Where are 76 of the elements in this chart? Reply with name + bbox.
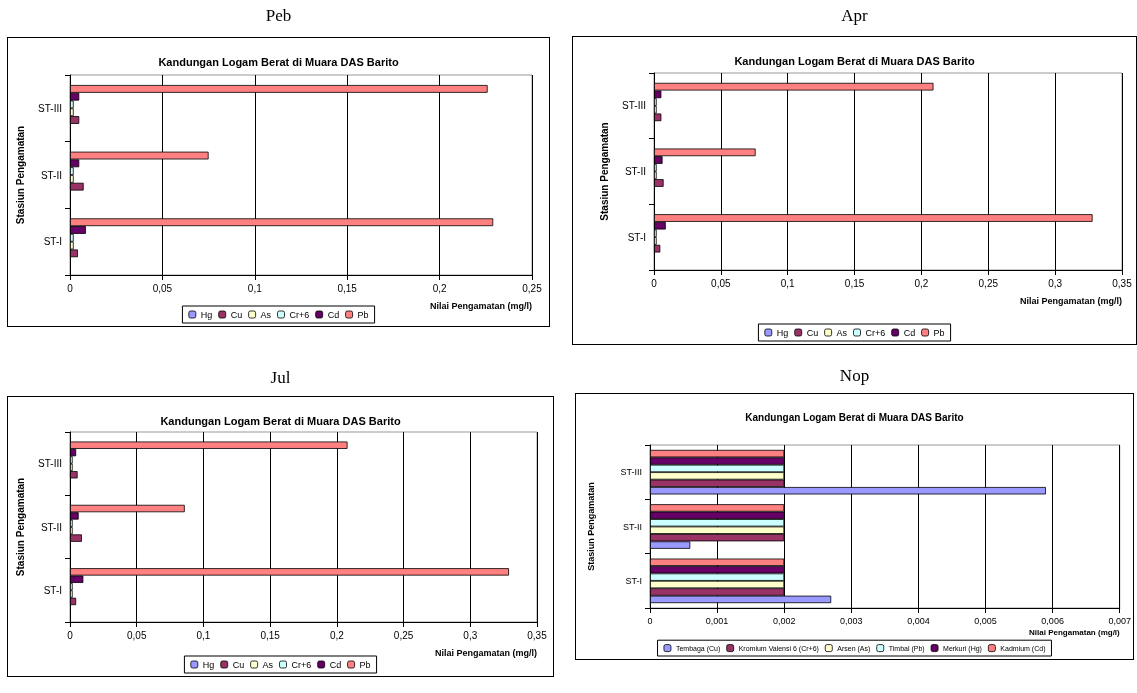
x-tick-label: 0,05 <box>711 277 732 289</box>
x-axis-title: Nilai Pengamatan (mg/l) <box>1029 627 1121 637</box>
x-tick-label: 0,15 <box>844 277 865 289</box>
chart-subtitle: Kandungan Logam Berat di Muara DAS Barito <box>158 55 399 68</box>
y-tick-label: ST-I <box>43 584 62 596</box>
x-tick-label: 0,3 <box>463 629 478 641</box>
legend-label: Pb <box>357 309 369 320</box>
y-tick-label: ST-II <box>40 169 62 181</box>
legend-label: Pb <box>359 659 371 670</box>
chart-title: Nop <box>839 366 870 385</box>
x-tick-label: 0,2 <box>432 282 447 294</box>
y-axis-title: Stasiun Pengamatan <box>585 482 596 571</box>
legend-label: Cd <box>329 659 342 670</box>
x-tick-label: 0,25 <box>393 629 414 641</box>
y-tick-label: ST-III <box>38 458 62 470</box>
x-tick-label: 0,005 <box>974 615 997 626</box>
x-tick-label: 0,003 <box>840 615 863 626</box>
chart-subtitle: Kandungan Logam Berat di Muara DAS Barito <box>160 414 401 427</box>
x-tick-label: 0,15 <box>260 629 281 641</box>
chart-subtitle: Kandungan Logam Berat di Muara DAS Barito <box>734 54 975 67</box>
x-tick-label: 0,05 <box>152 282 173 294</box>
chart-title: Peb <box>265 6 292 25</box>
legend-label: As <box>262 659 274 670</box>
x-tick-label: 0,004 <box>907 615 930 626</box>
x-tick-label: 0,006 <box>1041 615 1064 626</box>
legend-label: Cu <box>230 309 243 320</box>
legend-label: Cd <box>327 309 340 320</box>
x-tick-label: 0 <box>67 629 74 641</box>
y-tick-label: ST-III <box>620 467 642 478</box>
x-tick-label: 0,05 <box>126 629 147 641</box>
y-axis-title: Stasiun Pengamatan <box>598 122 610 221</box>
x-axis-title: Nilai Pengamatan (mg/l) <box>429 300 532 311</box>
chart-title: Apr <box>841 6 869 25</box>
x-axis-title: Nilai Pengamatan (mg/l) <box>1019 295 1122 306</box>
y-tick-label: ST-II <box>624 166 646 177</box>
y-axis-title: Stasiun Pengamatan <box>14 125 26 225</box>
legend-label: Hg <box>776 327 789 338</box>
legend-label: As <box>260 309 272 320</box>
x-tick-label: 0,3 <box>1048 277 1063 289</box>
x-tick-label: 0,35 <box>1112 277 1133 289</box>
legend-label: Cr+6 <box>289 309 310 320</box>
x-tick-label: 0 <box>651 277 658 289</box>
x-tick-label: 0,25 <box>978 277 999 289</box>
y-tick-label: ST-III <box>622 100 646 112</box>
y-axis-title: Stasiun Pengamatan <box>14 477 26 577</box>
x-tick-label: 0,35 <box>527 629 548 641</box>
y-tick-label: ST-I <box>43 236 62 248</box>
legend-label: Cd <box>903 327 916 338</box>
legend-label: Cr+6 <box>865 327 886 338</box>
x-tick-label: 0,002 <box>772 615 796 626</box>
legend-label: Hg <box>202 659 215 670</box>
y-tick-label: ST-II <box>40 521 62 533</box>
legend-label: Cr+6 <box>291 659 312 670</box>
y-tick-label: ST-II <box>622 521 642 532</box>
x-tick-label: 0,1 <box>196 629 211 641</box>
y-tick-label: ST-I <box>625 575 642 586</box>
legend-label: Cu <box>232 659 245 670</box>
x-tick-label: 0,1 <box>247 282 263 294</box>
x-tick-label: 0 <box>647 615 653 626</box>
chart-subtitle: Kandungan Logam Berat di Muara DAS Barito <box>745 411 964 423</box>
x-axis-title: Nilai Pengamatan (mg/l) <box>434 647 537 658</box>
x-tick-label: 0,2 <box>329 629 345 641</box>
legend-label: As <box>836 327 848 338</box>
x-tick-label: 0,007 <box>1108 615 1131 626</box>
x-tick-label: 0,2 <box>914 277 929 289</box>
chart-title: Jul <box>270 368 291 387</box>
x-tick-label: 0,25 <box>522 282 543 294</box>
x-tick-label: 0 <box>67 282 74 294</box>
x-tick-label: 0,1 <box>780 277 796 289</box>
legend-label: Pb <box>933 327 945 338</box>
y-tick-label: ST-III <box>38 102 62 114</box>
legend-label: Hg <box>200 309 213 320</box>
y-tick-label: ST-I <box>627 231 646 243</box>
x-tick-label: 0,15 <box>337 282 358 294</box>
x-tick-label: 0,001 <box>705 615 729 626</box>
legend-label: Cu <box>806 327 819 338</box>
